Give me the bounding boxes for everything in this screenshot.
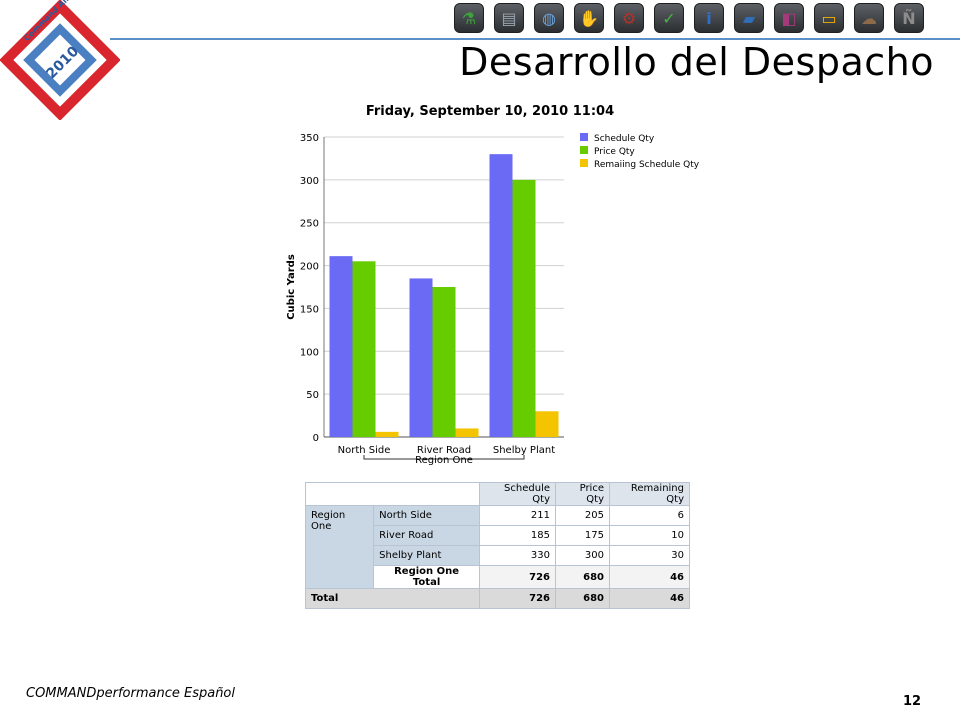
table-cell: 6 [609,505,690,526]
y-tick-label: 0 [313,433,319,444]
bar [512,179,536,437]
info-icon[interactable]: i [694,3,724,33]
table-cell: 10 [609,525,690,546]
y-tick-label: 300 [300,176,319,187]
hand-icon[interactable]: ✋ [574,3,604,33]
y-tick-label: 250 [300,219,319,230]
group-label: Region One [304,505,375,589]
table-cell: 211 [479,505,556,526]
total-label: Total [305,588,480,609]
header-divider [110,38,960,40]
y-tick-label: 350 [300,133,319,144]
subtotal-cell: 680 [555,565,610,589]
column-header-remaining-qty: Remaining Qty [609,482,690,506]
cloud-icon[interactable]: ☁ [854,3,884,33]
table-row: Shelby Plant 330 300 30 [306,545,690,566]
row-label: Shelby Plant [373,545,480,566]
table-row: Region One North Side 211 205 6 [304,505,690,589]
globe-icon[interactable]: ◍ [534,3,564,33]
table-cell: 300 [555,545,610,566]
bar [352,261,376,437]
x-tick-label: Shelby Plant [493,445,555,456]
bar [409,278,433,437]
x-tick-label: River Road [417,445,471,456]
command-alkon-2010-logo: 2010 Command Alkon Customer Conference [0,0,120,120]
legend-swatch [580,146,588,154]
total-cell: 726 [479,588,556,609]
page-number: 12 [903,694,922,709]
legend-label: Price Qty [594,147,635,157]
legend-label: Schedule Qty [594,134,655,144]
table-cell: 30 [609,545,690,566]
bar [329,256,353,437]
window-icon[interactable]: ▭ [814,3,844,33]
total-cell: 680 [555,588,610,609]
bar [455,428,479,437]
table-header-row: Schedule Qty Price Qty Remaining Qty [305,482,690,506]
bar-chart: 0 50 100 150 200 250 300 350 North Side River Roa… [286,133,700,466]
legend-swatch [580,133,588,141]
chart-title: Friday, September 10, 2010 11:04 [365,104,615,119]
table-cell: 175 [555,525,610,546]
column-header-schedule-qty: Schedule Qty [479,482,556,506]
table-cell: 330 [479,545,556,566]
n-tilde-icon[interactable]: Ñ [894,3,924,33]
y-tick-label: 150 [300,304,319,315]
crosstab-table: Schedule Qty Price Qty Remaining Qty Reg… [304,482,690,609]
total-row: Total 726 680 46 [305,588,690,609]
x-group-bracket [363,455,525,460]
panel-icon[interactable]: ◧ [774,3,804,33]
gears-icon[interactable]: ⚙ [614,3,644,33]
x-tick-label: North Side [338,445,391,456]
bar [535,411,559,437]
row-label: North Side [373,505,480,526]
row-label: River Road [373,525,480,546]
toolbar: ⚗ ▤ ◍ ✋ ⚙ ✓ i ▰ ◧ ▭ ☁ Ñ [454,3,924,37]
page-title: Desarrollo del Despacho [459,40,934,84]
y-tick-label: 200 [300,262,319,273]
bar [489,154,513,437]
flask-icon[interactable]: ⚗ [454,3,484,33]
table-cell: 205 [555,505,610,526]
column-header-price-qty: Price Qty [555,482,610,506]
x-axis-label: Region One [415,455,473,466]
y-axis-label: Cubic Yards [286,254,297,320]
stack-icon[interactable]: ▤ [494,3,524,33]
subtotal-label: Region One Total [373,565,480,589]
table-cell: 185 [479,525,556,546]
subtotal-cell: 46 [609,565,690,589]
bar [432,287,456,437]
legend-swatch [580,159,588,167]
subtotal-cell: 726 [479,565,556,589]
table-corner [305,482,480,506]
checkmark-icon[interactable]: ✓ [654,3,684,33]
legend-label: Remaiing Schedule Qty [594,160,700,170]
total-cell: 46 [609,588,690,609]
podium-icon[interactable]: ▰ [734,3,764,33]
y-tick-label: 50 [306,390,319,401]
y-tick-label: 100 [300,347,319,358]
bar [375,431,399,437]
footer-text: COMMANDperformance Español [26,686,235,701]
